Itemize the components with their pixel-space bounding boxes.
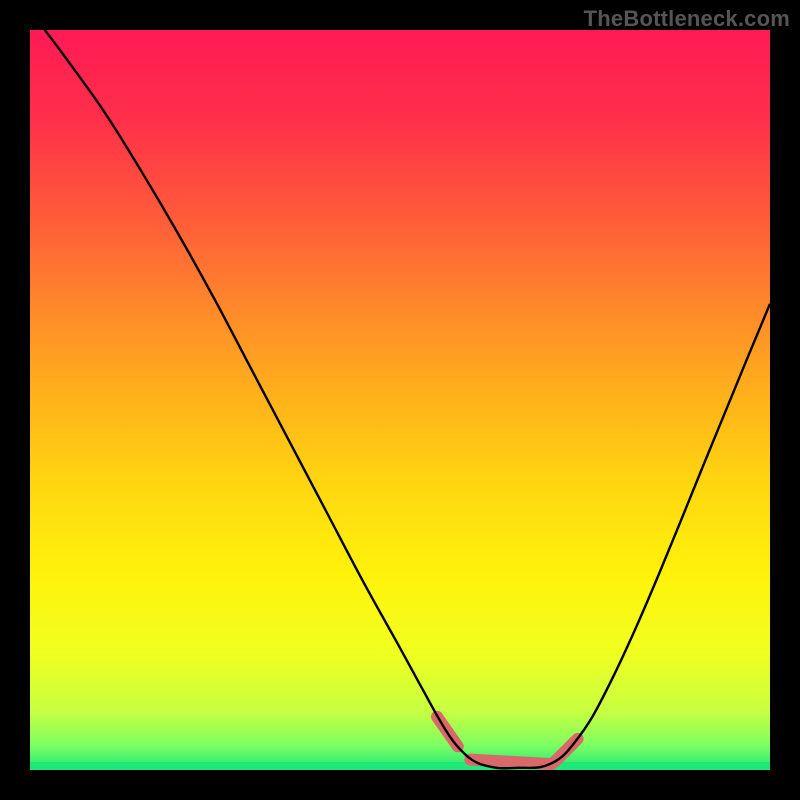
bottleneck-chart: TheBottleneck.com <box>0 0 800 800</box>
highlight-segment <box>470 760 551 764</box>
plot-background-gradient <box>30 30 770 770</box>
source-watermark: TheBottleneck.com <box>584 6 790 32</box>
chart-svg <box>0 0 800 800</box>
bottom-green-edge <box>30 762 770 770</box>
